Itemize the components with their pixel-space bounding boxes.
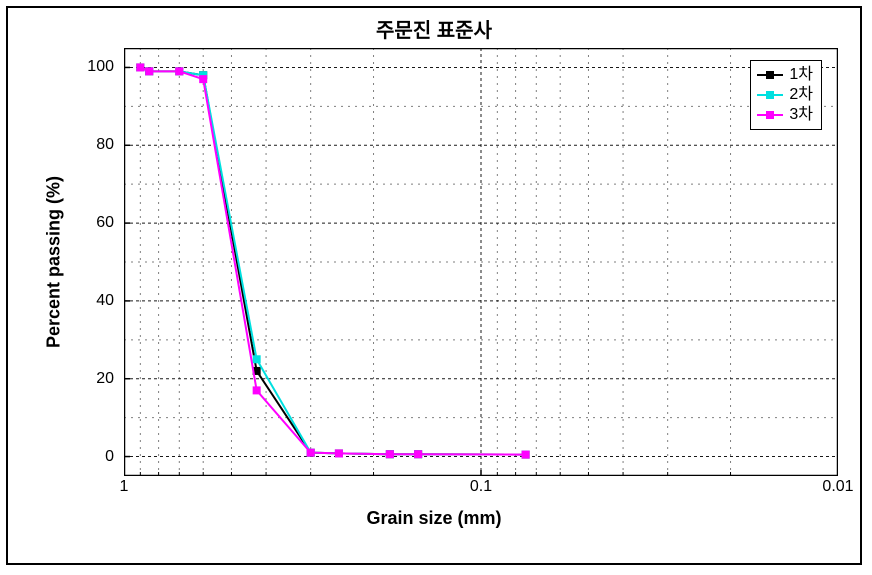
legend-label: 2차: [789, 85, 813, 105]
x-tick-label: 1: [120, 478, 129, 496]
legend: 1차2차3차: [750, 60, 822, 130]
legend-swatch: [757, 108, 783, 122]
y-tick-label: 0: [54, 448, 114, 466]
y-tick-label: 40: [54, 292, 114, 310]
legend-item: 1차: [757, 65, 813, 85]
chart-title: 주문진 표준사: [8, 14, 860, 43]
chart-frame: 주문진 표준사 Percent passing (%) Grain size (…: [6, 6, 862, 565]
legend-label: 3차: [789, 105, 813, 125]
plot-svg: [124, 48, 838, 476]
y-tick-label: 100: [54, 58, 114, 76]
legend-label: 1차: [789, 65, 813, 85]
x-tick-label: 0.01: [822, 478, 853, 496]
x-tick-label: 0.1: [470, 478, 492, 496]
legend-item: 2차: [757, 85, 813, 105]
legend-swatch: [757, 88, 783, 102]
y-tick-label: 20: [54, 370, 114, 388]
legend-swatch: [757, 68, 783, 82]
y-tick-label: 60: [54, 214, 114, 232]
legend-item: 3차: [757, 105, 813, 125]
plot-area: [124, 48, 838, 476]
y-tick-label: 80: [54, 136, 114, 154]
y-axis-label: Percent passing (%): [44, 176, 65, 348]
x-axis-label: Grain size (mm): [8, 508, 860, 529]
